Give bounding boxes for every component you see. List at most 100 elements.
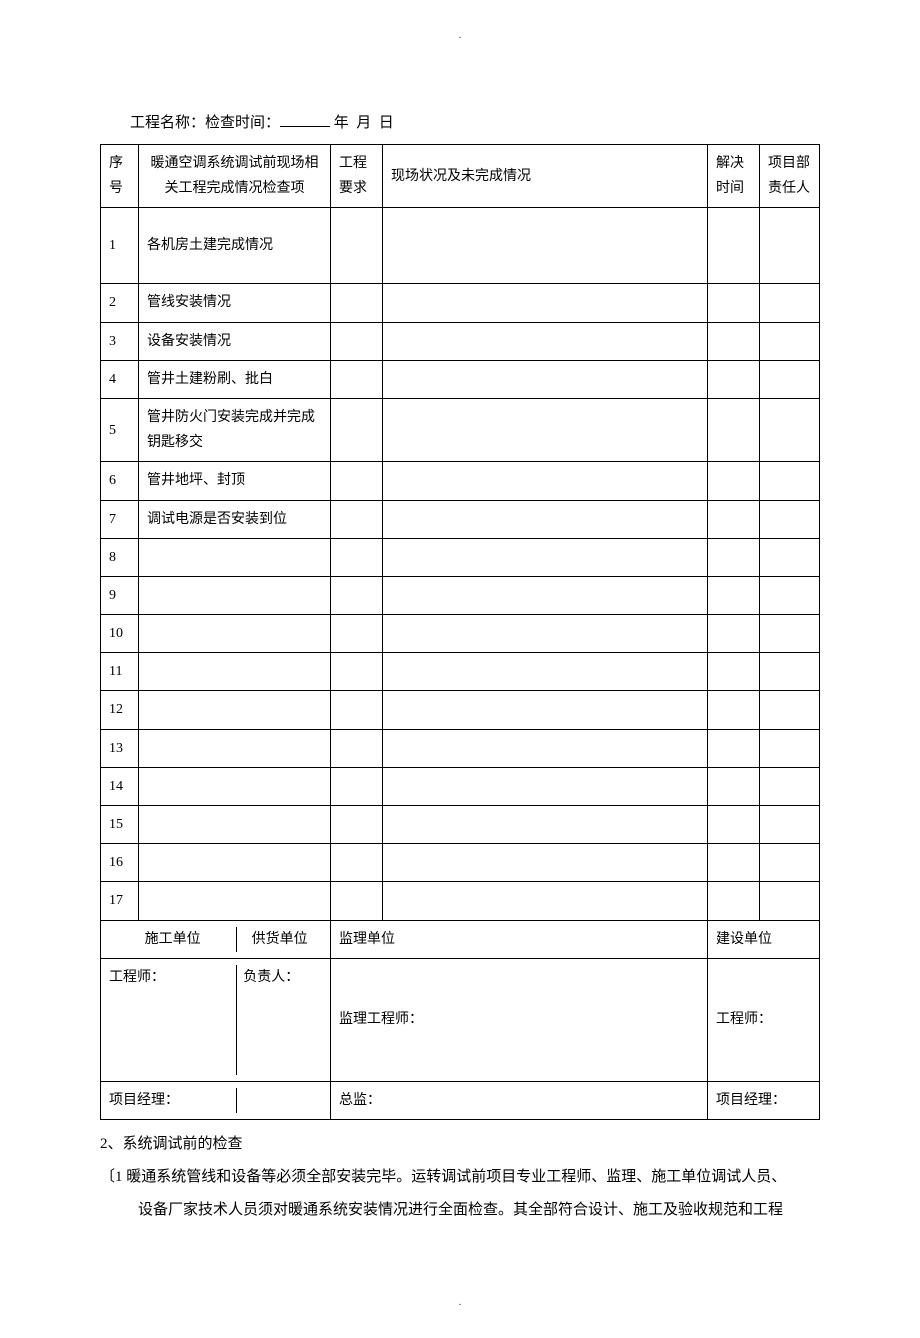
row-seq: 6 (101, 462, 139, 500)
row-req (331, 767, 383, 805)
row-seq: 14 (101, 767, 139, 805)
row-status (383, 806, 708, 844)
row-req (331, 615, 383, 653)
table-row: 9 (101, 576, 820, 614)
table-row: 15 (101, 806, 820, 844)
row-seq: 3 (101, 322, 139, 360)
row-resp (760, 500, 820, 538)
row-time (708, 691, 760, 729)
row-time (708, 729, 760, 767)
row-resp (760, 729, 820, 767)
row-status (383, 208, 708, 284)
row-item (139, 576, 331, 614)
sig-supplier-footer (237, 1088, 322, 1113)
row-item: 管井土建粉刷、批白 (139, 360, 331, 398)
sig-pm: 项目经理： (109, 1088, 237, 1113)
row-item: 调试电源是否安装到位 (139, 500, 331, 538)
row-seq: 13 (101, 729, 139, 767)
signature-footer-row: 项目经理： 总监： 项目经理： (101, 1081, 820, 1119)
title-line: 工程名称：检查时间： 年 月 日 (130, 111, 820, 132)
row-time (708, 398, 760, 461)
row-item: 管井防火门安装完成并完成钥匙移交 (139, 398, 331, 461)
table-row: 1 各机房土建完成情况 (101, 208, 820, 284)
row-resp (760, 844, 820, 882)
table-row: 6 管井地坪、封顶 (101, 462, 820, 500)
row-status (383, 767, 708, 805)
row-resp (760, 538, 820, 576)
row-item (139, 538, 331, 576)
footer-dot: . (100, 1297, 820, 1308)
row-seq: 8 (101, 538, 139, 576)
row-req (331, 208, 383, 284)
row-req (331, 844, 383, 882)
row-resp (760, 882, 820, 920)
header-dot: . (100, 30, 820, 41)
row-req (331, 360, 383, 398)
table-row: 8 (101, 538, 820, 576)
row-item (139, 844, 331, 882)
header-item: 暖通空调系统调试前现场相关工程完成情况检查项 (139, 145, 331, 208)
row-req (331, 882, 383, 920)
table-row: 16 (101, 844, 820, 882)
row-resp (760, 462, 820, 500)
table-row: 3 设备安装情况 (101, 322, 820, 360)
row-time (708, 576, 760, 614)
row-item (139, 806, 331, 844)
title-day: 日 (379, 115, 394, 131)
sig-supervisor-engineer: 监理工程师： (331, 958, 708, 1081)
row-item (139, 729, 331, 767)
row-time (708, 806, 760, 844)
row-status (383, 322, 708, 360)
row-seq: 1 (101, 208, 139, 284)
inspection-table: 序号 暖通空调系统调试前现场相关工程完成情况检查项 工程要求 现场状况及未完成情… (100, 144, 820, 1120)
table-row: 4 管井土建粉刷、批白 (101, 360, 820, 398)
row-req (331, 538, 383, 576)
sig-header-construction: 施工单位 (109, 927, 237, 952)
table-row: 14 (101, 767, 820, 805)
sig-responsible: 负责人： (237, 965, 322, 1075)
row-resp (760, 322, 820, 360)
row-resp (760, 691, 820, 729)
header-status: 现场状况及未完成情况 (383, 145, 708, 208)
row-seq: 17 (101, 882, 139, 920)
header-resp: 项目部责任人 (760, 145, 820, 208)
row-status (383, 538, 708, 576)
row-req (331, 729, 383, 767)
row-req (331, 806, 383, 844)
sig-director: 总监： (331, 1081, 708, 1119)
row-item: 设备安装情况 (139, 322, 331, 360)
signature-body-row: 工程师： 负责人： 监理工程师： 工程师： (101, 958, 820, 1081)
row-req (331, 653, 383, 691)
row-req (331, 500, 383, 538)
row-time (708, 500, 760, 538)
row-status (383, 360, 708, 398)
row-time (708, 462, 760, 500)
row-resp (760, 360, 820, 398)
row-seq: 12 (101, 691, 139, 729)
table-header-row: 序号 暖通空调系统调试前现场相关工程完成情况检查项 工程要求 现场状况及未完成情… (101, 145, 820, 208)
row-resp (760, 806, 820, 844)
row-status (383, 844, 708, 882)
row-time (708, 322, 760, 360)
row-resp (760, 398, 820, 461)
row-seq: 5 (101, 398, 139, 461)
sig-owner-engineer: 工程师： (708, 958, 820, 1081)
row-item (139, 767, 331, 805)
row-seq: 16 (101, 844, 139, 882)
row-time (708, 360, 760, 398)
body-text: 2、系统调试前的检查 〔1 暖通系统管线和设备等必须全部安装完毕。运转调试前项目… (100, 1128, 820, 1227)
row-item: 管线安装情况 (139, 284, 331, 322)
row-seq: 9 (101, 576, 139, 614)
row-time (708, 882, 760, 920)
row-resp (760, 284, 820, 322)
signature-header-row: 施工单位 供货单位 监理单位 建设单位 (101, 920, 820, 958)
row-time (708, 653, 760, 691)
row-status (383, 398, 708, 461)
sig-owner-pm: 项目经理： (708, 1081, 820, 1119)
row-seq: 4 (101, 360, 139, 398)
row-item: 管井地坪、封顶 (139, 462, 331, 500)
row-status (383, 615, 708, 653)
row-req (331, 462, 383, 500)
row-time (708, 538, 760, 576)
header-time: 解决时间 (708, 145, 760, 208)
